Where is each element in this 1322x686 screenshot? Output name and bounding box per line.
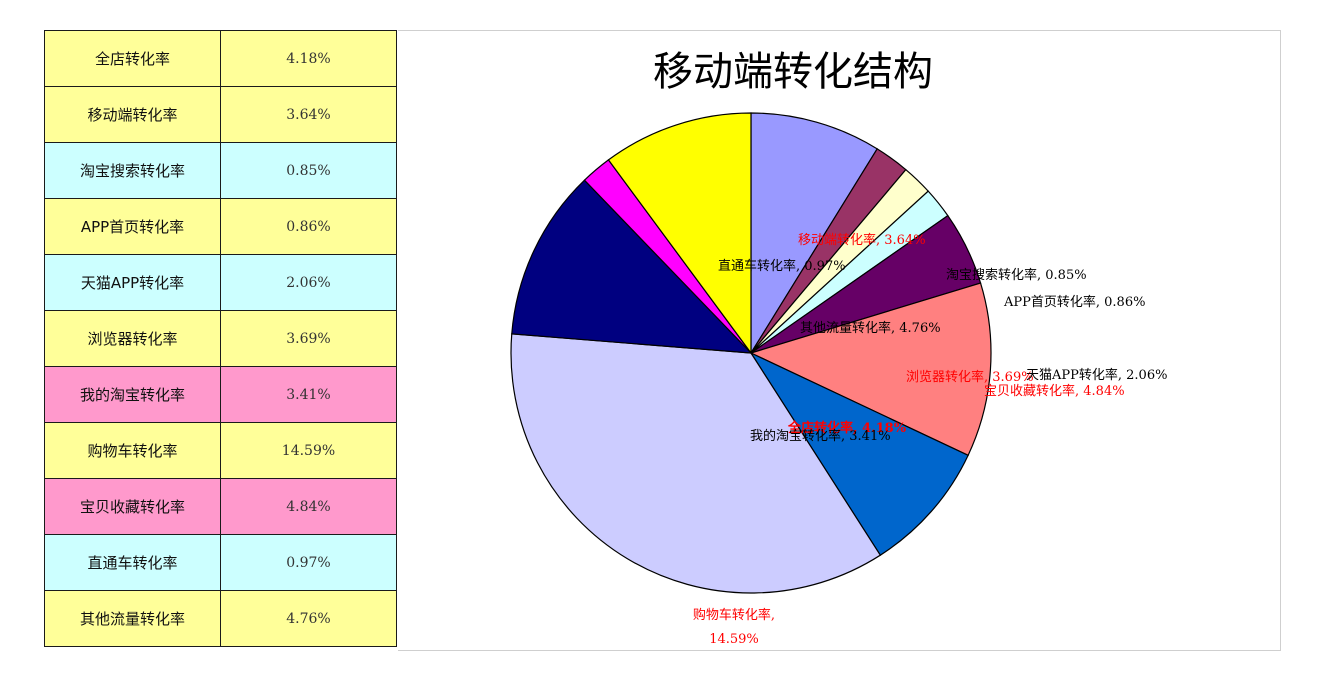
table-row-label: 天猫APP转化率 (44, 254, 221, 311)
data-label: 淘宝搜索转化率, 0.85% (946, 267, 1087, 283)
table-row-value: 0.86% (220, 198, 397, 255)
pie-slice (750, 112, 879, 356)
table-row-label: 移动端转化率 (44, 86, 221, 143)
table-row-value: 0.97% (220, 534, 397, 591)
data-label: 宝贝收藏转化率, 4.84% (984, 383, 1125, 399)
table-row-value: 4.84% (220, 478, 397, 535)
pie-chart-area: 移动端转化结构 移动端转化率, 3.64% 直通车转化率, 0.97% 淘宝搜索转化… (398, 30, 1281, 651)
table-row: 其他流量转化率 4.76% (44, 590, 397, 647)
data-label: 移动端转化率, 3.64% (798, 232, 926, 248)
data-label: 全店转化率, 4.18% (787, 420, 907, 436)
table-row-value: 14.59% (220, 422, 397, 479)
table-row-value: 4.18% (220, 30, 397, 87)
pie-slice (749, 282, 992, 457)
table-row-label: 宝贝收藏转化率 (44, 478, 221, 535)
table-row: 浏览器转化率 3.69% (44, 310, 397, 367)
chart-title: 移动端转化结构 (653, 49, 933, 95)
table-row: 宝贝收藏转化率 4.84% (44, 478, 397, 535)
table-row-value: 3.41% (220, 366, 397, 423)
table-row: 移动端转化率 3.64% (44, 86, 397, 143)
pie-slice (511, 179, 753, 354)
table-row: 淘宝搜索转化率 0.85% (44, 142, 397, 199)
table-row-label: 其他流量转化率 (44, 590, 221, 647)
data-label: 天猫APP转化率, 2.06% (1026, 367, 1167, 383)
table-row: APP首页转化率 0.86% (44, 198, 397, 255)
pie-chart: 移动端转化结构 移动端转化率, 3.64% 直通车转化率, 0.97% 淘宝搜索转化… (510, 49, 1167, 647)
table-row-value: 2.06% (220, 254, 397, 311)
table-row-label: 浏览器转化率 (44, 310, 221, 367)
table-row-label: 直通车转化率 (44, 534, 221, 591)
table-row-value: 3.69% (220, 310, 397, 367)
table-row: 天猫APP转化率 2.06% (44, 254, 397, 311)
pie-slice (607, 112, 752, 355)
table-row-label: 购物车转化率 (44, 422, 221, 479)
pie-slice (749, 351, 969, 557)
table-row: 购物车转化率 14.59% (44, 422, 397, 479)
table-row-label: 全店转化率 (44, 30, 221, 87)
table-row-value: 3.64% (220, 86, 397, 143)
table-row-value: 4.76% (220, 590, 397, 647)
data-label: 购物车转化率, (693, 607, 775, 623)
conversion-rate-table: 全店转化率 4.18% 移动端转化率 3.64% 淘宝搜索转化率 0.85% APP首页转化… (44, 30, 397, 647)
table-row: 全店转化率 4.18% (44, 30, 397, 87)
table-row: 直通车转化率 0.97% (44, 534, 397, 591)
table-row: 我的淘宝转化率 3.41% (44, 366, 397, 423)
data-label: APP首页转化率, 0.86% (1003, 294, 1145, 310)
data-label: 浏览器转化率, 3.69% (906, 369, 1034, 385)
table-row-value: 0.85% (220, 142, 397, 199)
data-label: 14.59% (709, 632, 759, 647)
data-label: 其他流量转化率, 4.76% (800, 320, 941, 336)
table-row-label: 我的淘宝转化率 (44, 366, 221, 423)
data-label: 直通车转化率, 0.97% (718, 258, 846, 274)
data-label: 我的淘宝转化率, 3.41% (750, 428, 891, 444)
pie-slice (510, 333, 882, 594)
table-row-label: 淘宝搜索转化率 (44, 142, 221, 199)
table-row-label: APP首页转化率 (44, 198, 221, 255)
